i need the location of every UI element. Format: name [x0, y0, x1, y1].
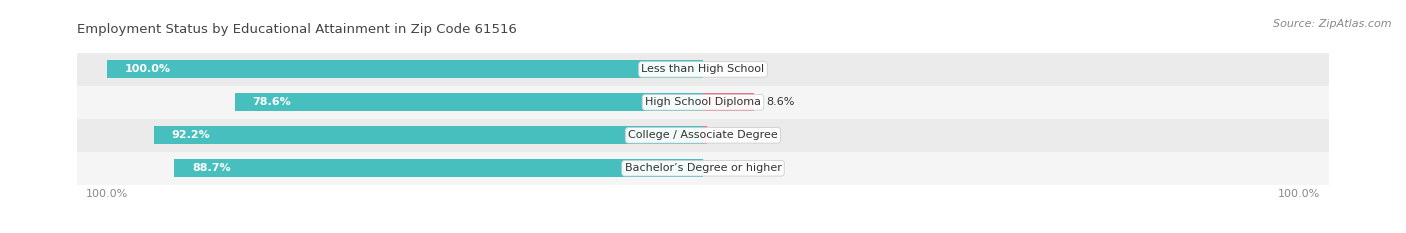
- Bar: [77, 86, 1329, 119]
- Bar: [153, 127, 703, 144]
- Text: Less than High School: Less than High School: [641, 64, 765, 74]
- Text: 92.2%: 92.2%: [172, 130, 211, 140]
- Text: 0.6%: 0.6%: [718, 130, 747, 140]
- Bar: [77, 152, 1329, 185]
- Text: 8.6%: 8.6%: [766, 97, 794, 107]
- Text: 100.0%: 100.0%: [125, 64, 172, 74]
- Bar: [77, 119, 1329, 152]
- Text: 0.0%: 0.0%: [714, 64, 744, 74]
- Text: College / Associate Degree: College / Associate Degree: [628, 130, 778, 140]
- Bar: [77, 53, 1329, 86]
- Text: 78.6%: 78.6%: [253, 97, 291, 107]
- Text: 0.0%: 0.0%: [714, 163, 744, 173]
- Bar: [107, 61, 703, 78]
- Text: Employment Status by Educational Attainment in Zip Code 61516: Employment Status by Educational Attainm…: [77, 23, 517, 36]
- Bar: [235, 93, 703, 111]
- Text: Bachelor’s Degree or higher: Bachelor’s Degree or higher: [624, 163, 782, 173]
- Text: Source: ZipAtlas.com: Source: ZipAtlas.com: [1274, 19, 1392, 29]
- Text: 88.7%: 88.7%: [193, 163, 231, 173]
- Bar: [703, 127, 707, 144]
- Text: High School Diploma: High School Diploma: [645, 97, 761, 107]
- Bar: [174, 159, 703, 177]
- Bar: [703, 93, 754, 111]
